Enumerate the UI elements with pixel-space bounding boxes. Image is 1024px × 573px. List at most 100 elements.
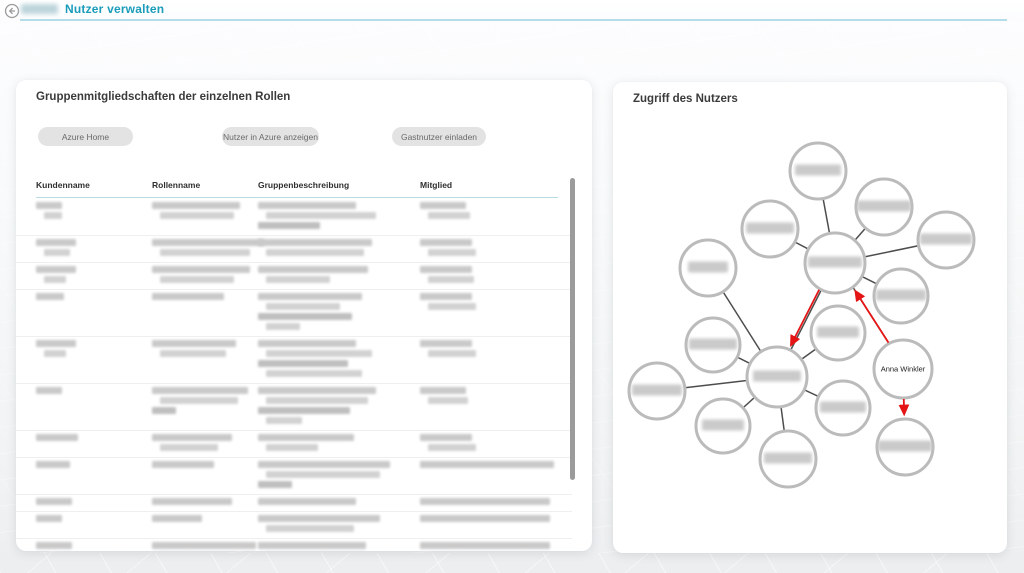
redacted-text — [36, 498, 72, 505]
redacted-node-label — [689, 338, 737, 350]
column-header-gruppenbeschreibung: Gruppenbeschreibung — [258, 180, 350, 190]
redacted-node-label — [878, 440, 932, 452]
redacted-text — [258, 293, 362, 300]
graph-node[interactable] — [803, 231, 867, 295]
table-row — [16, 236, 572, 263]
graph-node[interactable] — [814, 379, 872, 437]
table-row — [16, 337, 572, 384]
redacted-cell-mitglied — [420, 434, 538, 454]
title-underline — [20, 19, 1007, 21]
redacted-cell-mitglied — [420, 461, 554, 471]
redacted-text — [152, 515, 202, 522]
graph-node[interactable] — [678, 238, 738, 298]
invite-guest-user-button[interactable]: Gastnutzer einladen — [392, 127, 486, 146]
redacted-cell-kundenname — [36, 387, 142, 397]
redacted-text — [44, 276, 66, 283]
redacted-cell-rollenname — [152, 542, 256, 551]
redacted-text — [160, 212, 234, 219]
redacted-text — [160, 276, 234, 283]
redacted-text — [266, 397, 368, 404]
redacted-cell-kundenname — [36, 434, 142, 444]
redacted-text — [266, 444, 318, 451]
redacted-cell-mitglied — [420, 498, 550, 508]
graph-node[interactable] — [745, 345, 809, 409]
redacted-cell-gruppenbeschreibung — [258, 293, 414, 333]
graph-node[interactable] — [740, 199, 800, 259]
redacted-text — [266, 276, 330, 283]
redacted-cell-gruppenbeschreibung — [258, 461, 414, 491]
redacted-cell-kundenname — [36, 515, 142, 525]
table-row — [16, 512, 572, 539]
azure-home-button[interactable]: Azure Home — [38, 127, 133, 146]
redacted-text — [258, 202, 356, 209]
access-panel-title: Zugriff des Nutzers — [633, 93, 738, 105]
table-scrollbar-thumb[interactable] — [570, 178, 575, 480]
graph-node-anna-winkler[interactable]: Anna Winkler — [872, 338, 934, 400]
show-users-in-azure-button[interactable]: Nutzer in Azure anzeigen — [222, 127, 319, 146]
redacted-text — [420, 293, 472, 300]
redacted-cell-gruppenbeschreibung — [258, 498, 414, 508]
redacted-text — [152, 407, 176, 414]
back-button[interactable] — [3, 2, 21, 20]
roles-panel-title: Gruppenmitgliedschaften der einzelnen Ro… — [36, 91, 291, 103]
redacted-cell-rollenname — [152, 498, 252, 508]
redacted-cell-mitglied — [420, 266, 538, 286]
redacted-text — [36, 266, 76, 273]
redacted-text — [152, 202, 240, 209]
redacted-node-label — [764, 452, 812, 464]
redacted-text — [152, 434, 232, 441]
redacted-text — [152, 340, 236, 347]
redacted-text — [420, 239, 472, 246]
redacted-text — [266, 370, 362, 377]
redacted-text — [258, 407, 350, 414]
table-header-underline — [36, 197, 558, 198]
redacted-cell-kundenname — [36, 461, 142, 471]
redacted-cell-gruppenbeschreibung — [258, 542, 414, 551]
redacted-text — [258, 239, 372, 246]
redacted-cell-mitglied — [420, 542, 550, 551]
redacted-node-label — [753, 370, 801, 382]
graph-node[interactable] — [758, 429, 818, 489]
redacted-cell-kundenname — [36, 202, 142, 222]
redacted-text — [420, 515, 550, 522]
table-row — [16, 384, 572, 431]
access-panel: Zugriff des Nutzers Anna Winkler — [613, 82, 1007, 553]
graph-node[interactable] — [809, 304, 867, 362]
redacted-cell-gruppenbeschreibung — [258, 434, 414, 454]
top-bar: Nutzer verwalten — [0, 0, 1024, 22]
redacted-cell-rollenname — [152, 202, 252, 222]
graph-node[interactable] — [684, 316, 742, 374]
redacted-text — [36, 202, 62, 209]
redacted-text — [428, 249, 476, 256]
redacted-cell-rollenname — [152, 434, 252, 454]
back-icon — [4, 3, 20, 19]
redacted-text — [428, 397, 468, 404]
redacted-cell-kundenname — [36, 340, 142, 360]
background-footer-strip — [0, 553, 1024, 573]
redacted-node-label — [795, 164, 841, 176]
redacted-cell-mitglied — [420, 515, 550, 525]
redacted-cell-gruppenbeschreibung — [258, 515, 414, 535]
graph-node[interactable] — [694, 397, 752, 455]
graph-node[interactable] — [872, 267, 930, 325]
redacted-text — [36, 340, 76, 347]
app-logo-redacted — [21, 4, 58, 14]
graph-node[interactable] — [627, 361, 687, 421]
graph-node[interactable] — [788, 141, 848, 201]
redacted-text — [420, 202, 466, 209]
redacted-text — [36, 461, 70, 468]
redacted-text — [258, 340, 356, 347]
graph-node[interactable] — [875, 417, 935, 477]
graph-node[interactable] — [916, 210, 976, 270]
redacted-text — [420, 340, 472, 347]
redacted-cell-kundenname — [36, 239, 142, 259]
redacted-text — [36, 434, 78, 441]
redacted-text — [420, 266, 472, 273]
redacted-text — [258, 542, 366, 549]
redacted-text — [152, 461, 214, 468]
redacted-cell-kundenname — [36, 293, 142, 303]
graph-node[interactable] — [854, 177, 914, 237]
redacted-text — [258, 222, 320, 229]
redacted-text — [266, 212, 376, 219]
redacted-text — [266, 417, 302, 424]
